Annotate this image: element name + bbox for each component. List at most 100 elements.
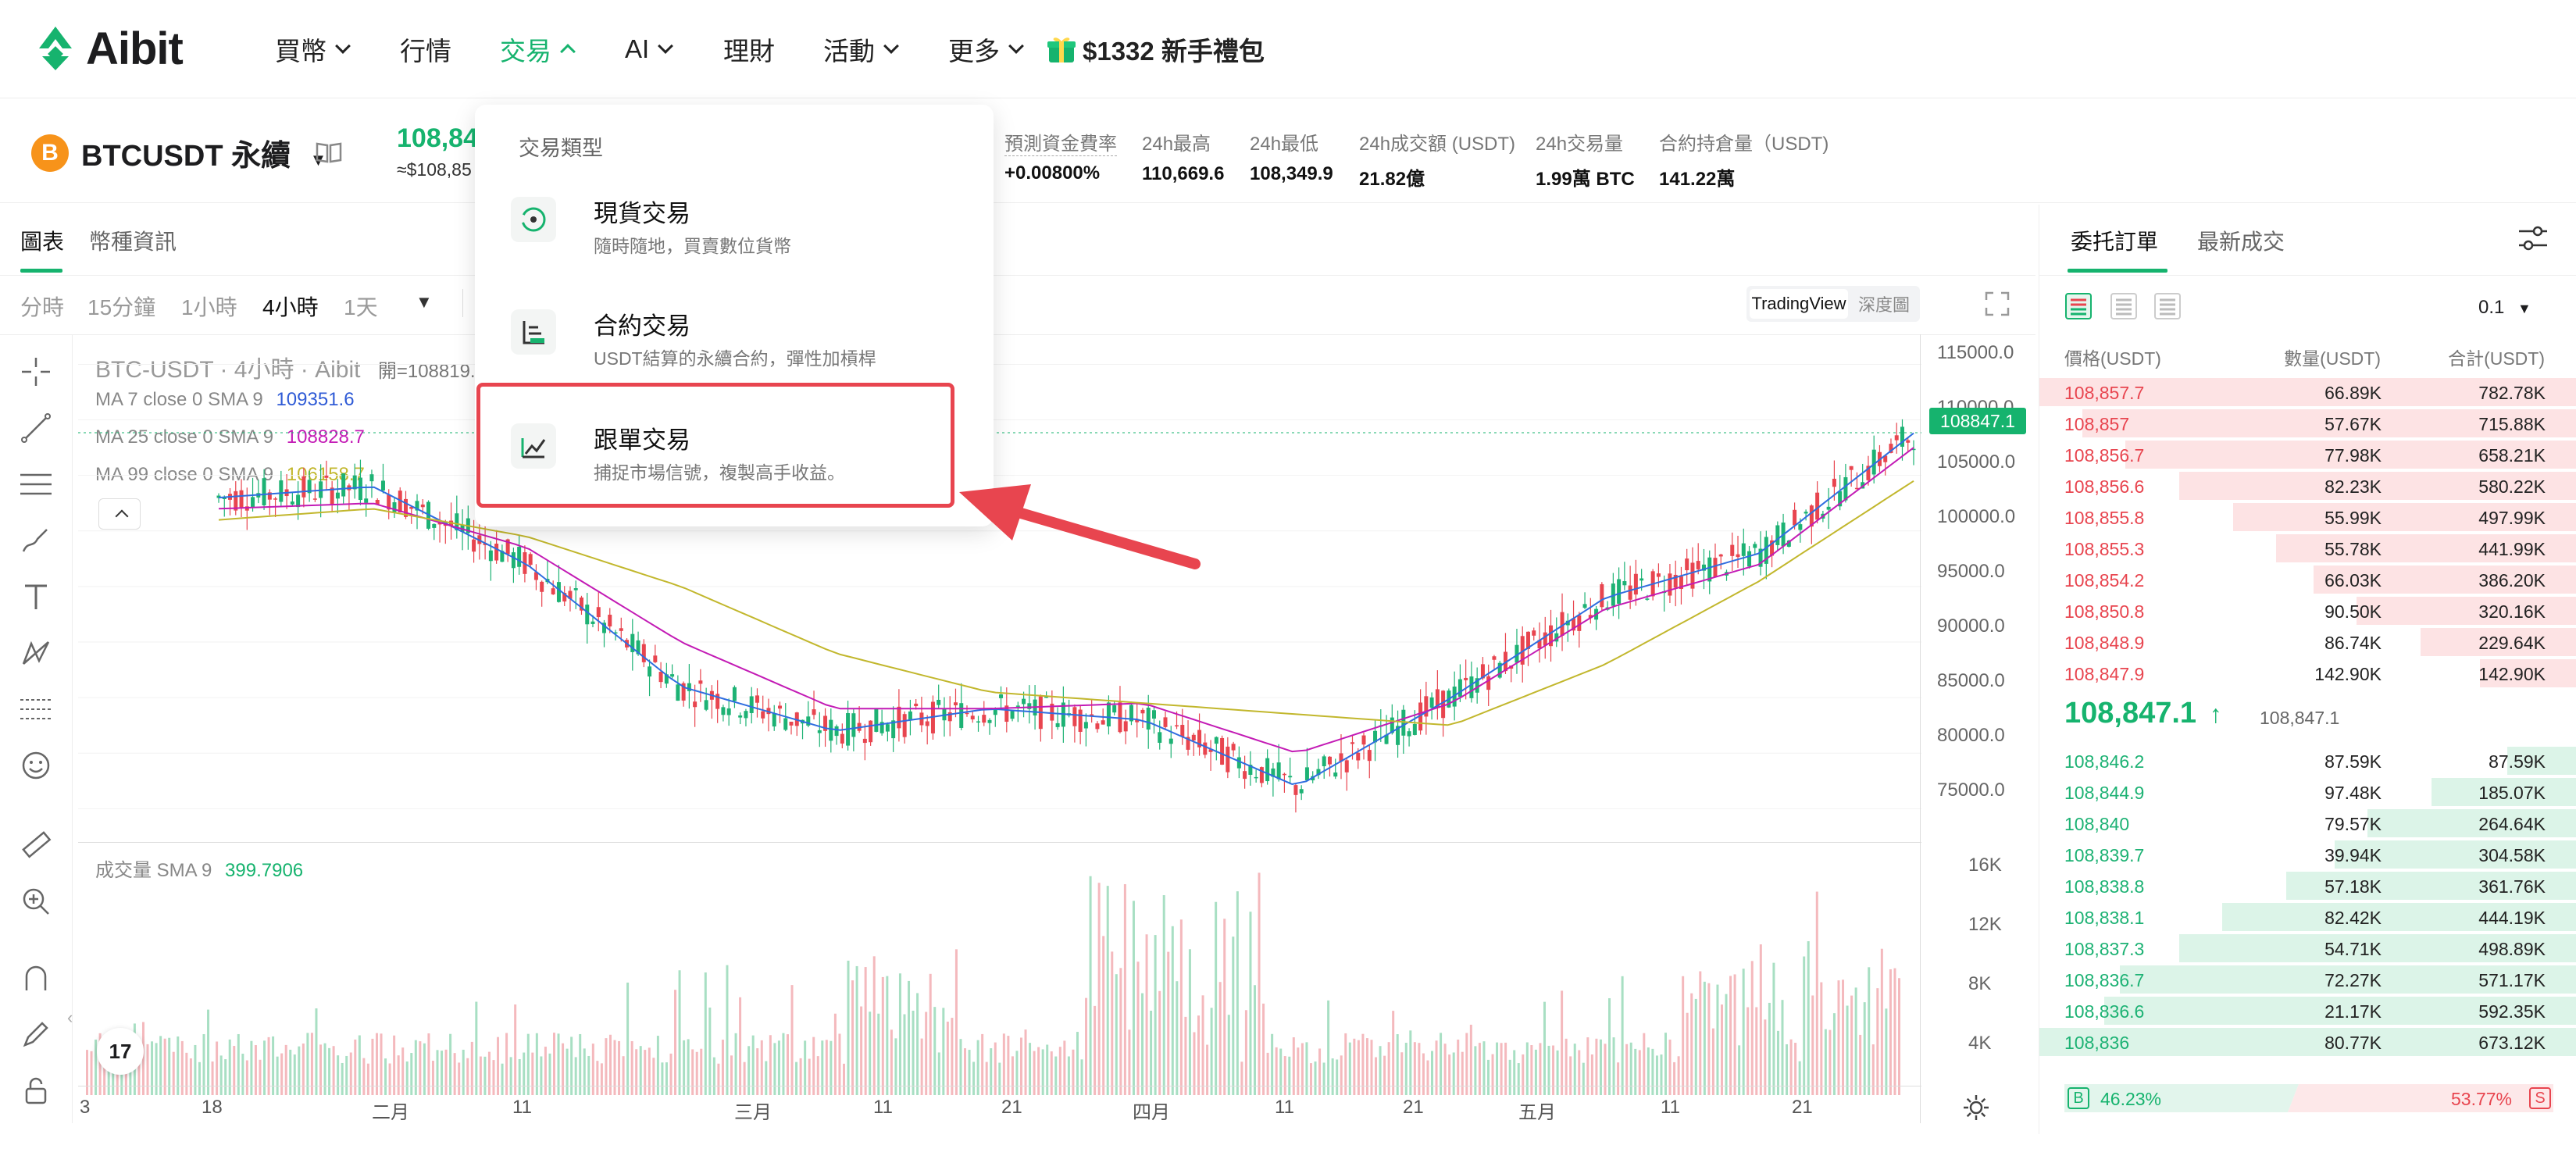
volume-chart[interactable] [78, 845, 1921, 1103]
volume-bar [1340, 1055, 1343, 1095]
menu-item-copy-trading[interactable]: 跟單交易 捕捉市場信號，複製高手收益。 [511, 414, 964, 508]
ask-row[interactable]: 108,857.7 66.89K 782.78K [2039, 376, 2576, 408]
ask-row[interactable]: 108,847.9 142.90K 142.90K [2039, 658, 2576, 689]
ask-row[interactable]: 108,857 57.67K 715.88K [2039, 408, 2576, 439]
tab-coin-info[interactable]: 幣種資訊 [89, 230, 177, 254]
volume-bar [1314, 1061, 1317, 1095]
interval-4h[interactable]: 4小時 [262, 295, 319, 319]
brush-icon[interactable] [14, 519, 58, 562]
tradingview-logo-icon[interactable]: 17 [97, 1028, 144, 1075]
nav-ai[interactable]: AI [625, 23, 674, 75]
volume-bar [886, 976, 889, 1095]
layout-asks-icon[interactable] [2153, 292, 2182, 320]
pattern-icon[interactable] [14, 631, 58, 675]
text-tool-icon[interactable] [14, 575, 58, 619]
tab-chart[interactable]: 圖表 [20, 230, 65, 254]
ruler-icon[interactable] [14, 823, 58, 867]
tab-order-book[interactable]: 委托訂單 [2071, 230, 2159, 254]
row-qty: 72.27K [2324, 970, 2382, 990]
bid-row[interactable]: 108,836.7 72.27K 571.17K [2039, 964, 2576, 995]
pencil-lock-icon[interactable] [14, 1012, 58, 1056]
layout-both-icon[interactable] [2064, 292, 2093, 320]
ask-row[interactable]: 108,848.9 86.74K 229.64K [2039, 626, 2576, 658]
magnet-icon[interactable] [14, 956, 58, 1000]
bid-row[interactable]: 108,838.1 82.42K 444.19K [2039, 901, 2576, 933]
interval-1h[interactable]: 1小時 [181, 295, 237, 319]
stat-open-interest: 合約持倉量（USDT) 141.22萬 [1659, 128, 1829, 191]
precision-select[interactable]: 0.1 ▼ [2478, 297, 2531, 319]
tab-latest-trades[interactable]: 最新成交 [2197, 230, 2285, 254]
measure-lines-icon[interactable] [14, 687, 58, 731]
pane-divider [78, 842, 1921, 843]
crosshair-icon[interactable] [14, 350, 58, 394]
lock-icon[interactable] [14, 1069, 58, 1112]
logo[interactable]: Aibit [36, 20, 184, 77]
candle-body [1804, 512, 1808, 514]
candle-body [387, 494, 391, 510]
nav-more[interactable]: 更多 [948, 23, 1024, 75]
nav-gift[interactable]: $1332 新手禮包 [1047, 23, 1265, 75]
candle-body [596, 607, 601, 618]
volume-bar [1824, 1029, 1827, 1095]
collapse-legend-button[interactable] [98, 498, 141, 530]
fullscreen-icon[interactable] [1984, 291, 2010, 317]
collapse-toolbar-icon[interactable]: ‹ [67, 1008, 73, 1027]
volume-bar [842, 1063, 845, 1095]
nav-buy-crypto[interactable]: 買幣 [275, 23, 351, 75]
nav-markets[interactable]: 行情 [400, 23, 451, 75]
ask-row[interactable]: 108,855.3 55.78K 441.99K [2039, 533, 2576, 564]
bid-row[interactable]: 108,838.8 57.18K 361.76K [2039, 870, 2576, 901]
nav-events[interactable]: 活動 [823, 23, 899, 75]
interval-1d[interactable]: 1天 [344, 295, 378, 319]
price-chart[interactable] [78, 342, 1921, 842]
nav-earn[interactable]: 理財 [723, 23, 775, 75]
menu-item-futures[interactable]: 合約交易 USDT結算的永續合約，彈性加槓桿 [511, 300, 964, 394]
layout-bids-icon[interactable] [2110, 292, 2138, 320]
candle-body [1361, 735, 1366, 745]
volume-bar [1552, 1045, 1555, 1095]
ask-row[interactable]: 108,854.2 66.03K 386.20K [2039, 564, 2576, 595]
zoom-in-icon[interactable] [14, 879, 58, 923]
interval-15m[interactable]: 15分鐘 [87, 295, 156, 319]
candle-body [483, 543, 487, 545]
volume-bar [1158, 990, 1161, 1095]
volume-bar [1764, 1019, 1767, 1095]
ask-row[interactable]: 108,856.7 77.98K 658.21K [2039, 439, 2576, 470]
bid-row[interactable]: 108,839.7 39.94K 304.58K [2039, 839, 2576, 870]
ask-row[interactable]: 108,850.8 90.50K 320.16K [2039, 595, 2576, 626]
volume-bar [1690, 993, 1693, 1095]
volume-bar [1820, 982, 1823, 1095]
nav-trade[interactable]: 交易 [500, 23, 576, 75]
volume-bar [228, 1039, 231, 1095]
bid-row[interactable]: 108,846.2 87.59K 87.59K [2039, 745, 2576, 776]
settings-gear-icon[interactable] [1962, 1094, 1990, 1122]
ask-row[interactable]: 108,856.6 82.23K 580.22K [2039, 470, 2576, 501]
bid-row[interactable]: 108,837.3 54.71K 498.89K [2039, 933, 2576, 964]
bid-row[interactable]: 108,836.6 21.17K 592.35K [2039, 995, 2576, 1026]
bid-row[interactable]: 108,840 79.57K 264.64K [2039, 808, 2576, 839]
view-tradingview-button[interactable]: TradingView [1750, 289, 1848, 319]
emoji-icon[interactable] [14, 744, 58, 787]
view-depth-button[interactable]: 深度圖 [1857, 295, 1910, 315]
buy-ratio-bar [2064, 1084, 2299, 1112]
trendline-icon[interactable] [14, 406, 58, 450]
menu-item-spot[interactable]: 現貨交易 隨時隨地，買賣數位貨幣 [511, 187, 964, 281]
volume-bar [704, 972, 707, 1095]
btc-coin-icon: B [31, 134, 69, 172]
filter-settings-icon[interactable] [2517, 225, 2549, 253]
volume-bar [95, 1039, 98, 1095]
interval-more-caret-icon[interactable]: ▼ [416, 292, 433, 312]
volume-bar [1586, 1037, 1589, 1095]
symbol-selector[interactable]: BTCUSDT 永續 ▼ [81, 131, 326, 174]
volume-bar [1249, 912, 1252, 1095]
horizontal-lines-icon[interactable] [14, 462, 58, 506]
volume-bar [557, 1033, 560, 1095]
interval-time[interactable]: 分時 [20, 295, 65, 319]
stat-value: 108,349.9 [1250, 163, 1333, 184]
bid-row[interactable]: 108,844.9 97.48K 185.07K [2039, 776, 2576, 808]
bid-row[interactable]: 108,836 80.77K 673.12K [2039, 1026, 2576, 1058]
ask-row[interactable]: 108,855.8 55.99K 497.99K [2039, 501, 2576, 533]
volume-bar [898, 973, 901, 1095]
volume-bar [1655, 1055, 1658, 1095]
book-icon[interactable] [316, 141, 342, 164]
